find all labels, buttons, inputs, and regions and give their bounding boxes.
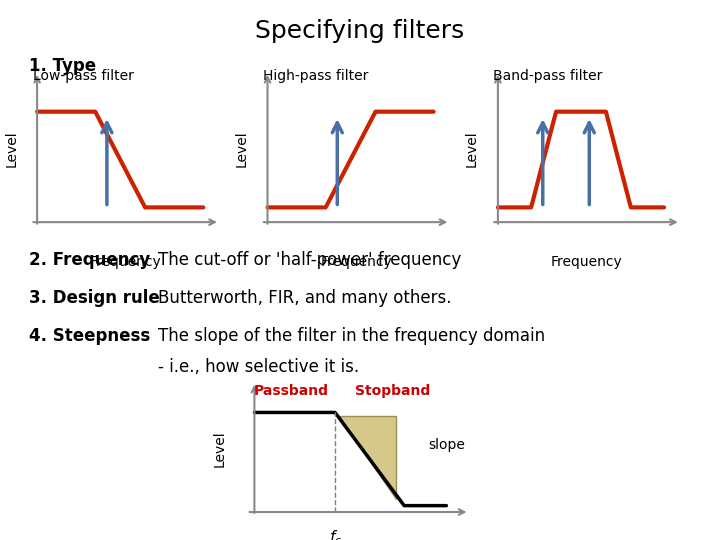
- Text: Specifying filters: Specifying filters: [256, 19, 464, 43]
- Text: 4. Steepness: 4. Steepness: [29, 327, 150, 345]
- Text: 1. Type: 1. Type: [29, 57, 96, 75]
- Text: 3. Design rule: 3. Design rule: [29, 289, 160, 307]
- Text: Frequency: Frequency: [551, 255, 623, 269]
- Text: Level: Level: [212, 430, 227, 467]
- Text: Low-pass filter: Low-pass filter: [32, 69, 134, 83]
- Text: The slope of the filter in the frequency domain: The slope of the filter in the frequency…: [158, 327, 546, 345]
- Text: The cut-off or 'half-power' frequency: The cut-off or 'half-power' frequency: [158, 251, 462, 269]
- Text: Band-pass filter: Band-pass filter: [493, 69, 603, 83]
- Text: 2. Frequency: 2. Frequency: [29, 251, 150, 269]
- Text: Level: Level: [465, 130, 479, 167]
- Text: Frequency: Frequency: [320, 255, 392, 269]
- Text: Butterworth, FIR, and many others.: Butterworth, FIR, and many others.: [158, 289, 452, 307]
- Text: High-pass filter: High-pass filter: [263, 69, 369, 83]
- Text: - i.e., how selective it is.: - i.e., how selective it is.: [158, 358, 359, 376]
- Text: slope: slope: [428, 438, 465, 453]
- Text: Level: Level: [4, 130, 18, 167]
- Polygon shape: [339, 416, 397, 500]
- Text: $f_c$: $f_c$: [328, 529, 341, 540]
- Text: Stopband: Stopband: [355, 383, 430, 397]
- Text: Frequency: Frequency: [90, 255, 162, 269]
- Text: Passband: Passband: [253, 383, 329, 397]
- Text: Level: Level: [235, 130, 248, 167]
